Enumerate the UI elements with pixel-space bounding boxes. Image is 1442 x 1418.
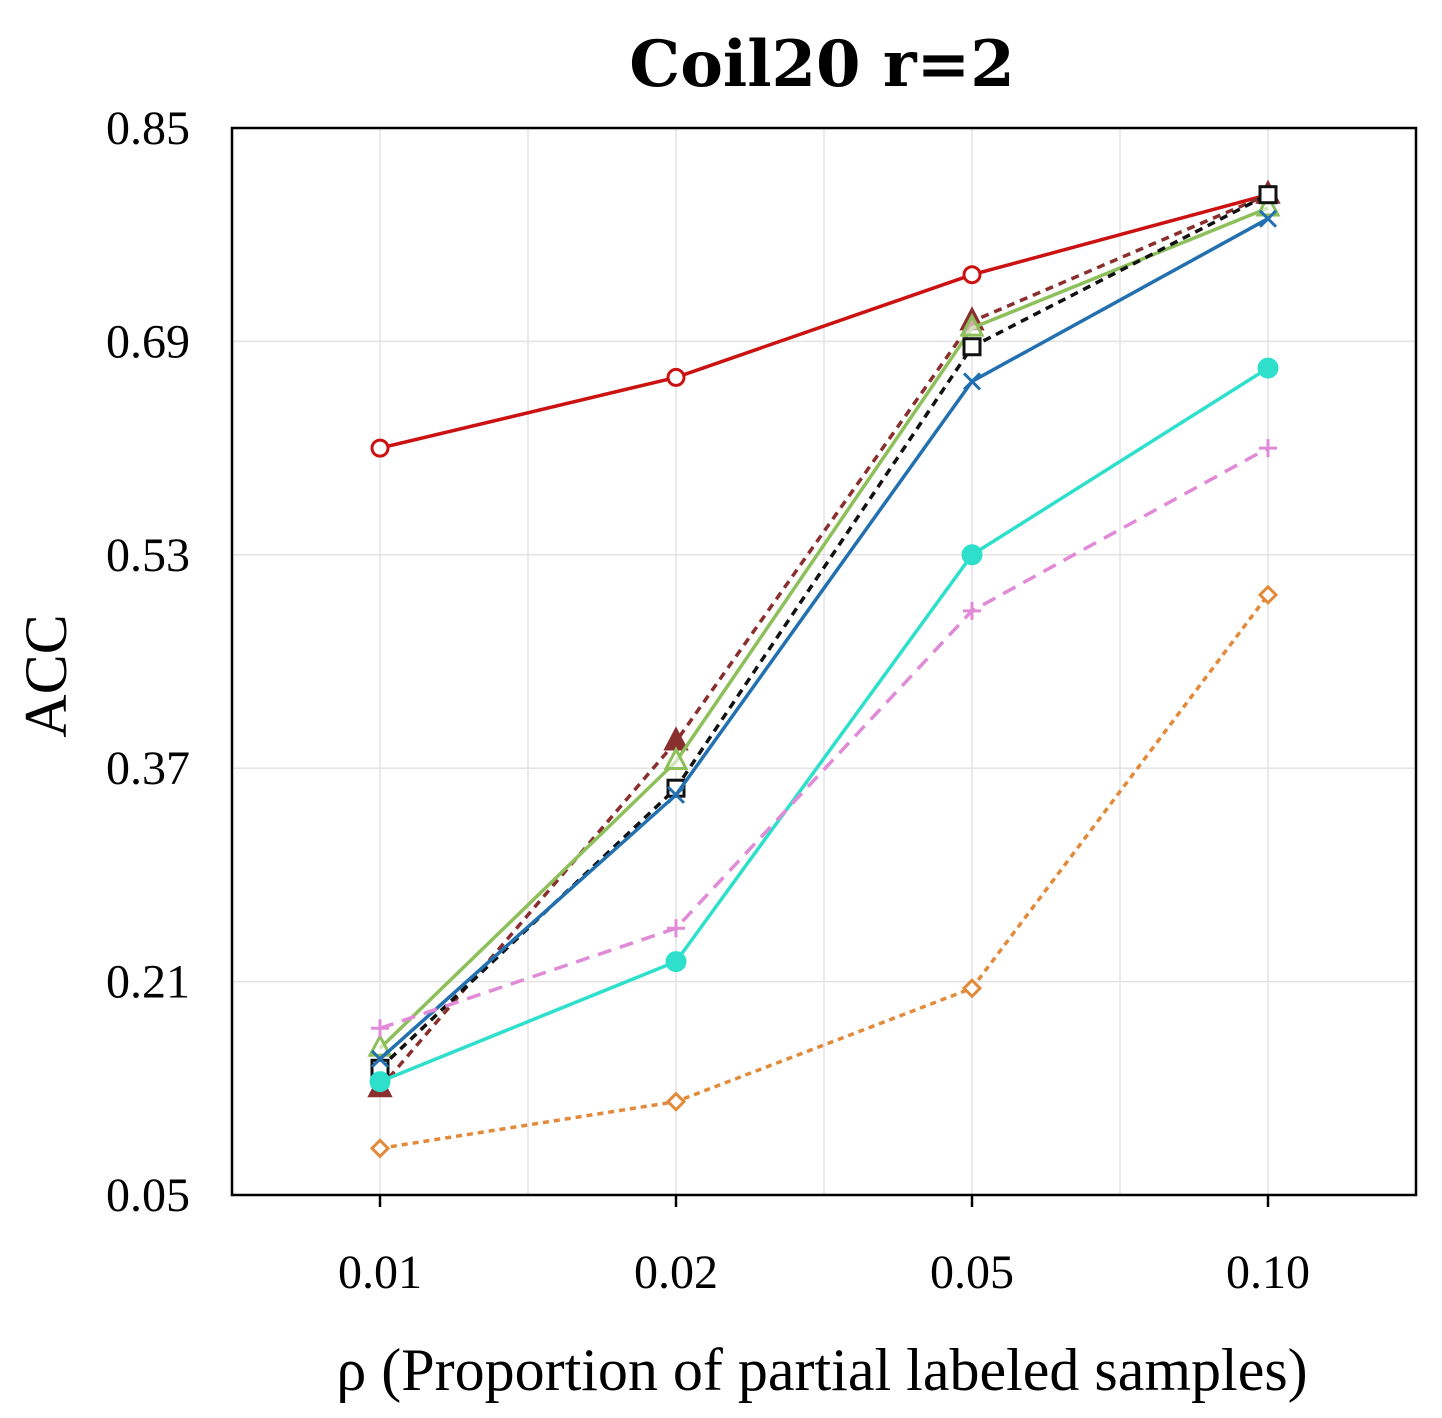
grid (232, 127, 1416, 1196)
x-tick-labels: 0.01 0.02 0.05 0.10 (338, 1195, 1310, 1299)
series-cyan-dot (369, 357, 1279, 1093)
series-line (379, 192, 1269, 450)
data-point (371, 1019, 389, 1038)
x-tick-label: 0.01 (338, 1246, 422, 1299)
series-line (378, 193, 1269, 1090)
y-tick-label: 0.53 (106, 529, 190, 582)
series-green-triangle (367, 192, 1281, 1057)
data-point (963, 601, 981, 620)
data-point (369, 1071, 391, 1093)
data-point (666, 367, 686, 387)
data-point (667, 919, 685, 938)
data-point (961, 978, 983, 999)
series-lines (367, 179, 1281, 1159)
data-point (367, 1033, 393, 1057)
data-point (1257, 584, 1279, 605)
plot-frame (230, 126, 1418, 1197)
data-point (962, 372, 982, 391)
data-point (961, 544, 983, 566)
data-point (1259, 439, 1277, 458)
y-tick-label: 0.21 (106, 956, 190, 1009)
data-point (1258, 209, 1278, 228)
data-point (1257, 357, 1279, 379)
series-line (379, 446, 1269, 1030)
data-point (1255, 192, 1281, 217)
x-tick-label: 0.10 (1226, 1246, 1310, 1299)
data-point (959, 312, 985, 337)
data-point (666, 785, 686, 804)
data-point (665, 951, 687, 973)
y-axis-label: ACC (13, 614, 79, 737)
data-point (663, 746, 689, 771)
series-line (379, 366, 1269, 1084)
data-point (962, 337, 982, 357)
series-line (378, 206, 1269, 1050)
series-pink-plus (371, 439, 1277, 1038)
y-tick-label: 0.37 (106, 742, 190, 795)
data-point (370, 438, 390, 458)
x-axis-label: ρ (Proportion of partial labeled samples… (336, 1337, 1307, 1403)
series-line (379, 593, 1270, 1151)
y-tick-label: 0.85 (106, 102, 190, 155)
data-point (370, 1049, 390, 1069)
y-tick-label: 0.05 (106, 1169, 190, 1222)
x-tick-label: 0.05 (930, 1246, 1014, 1299)
series-orange-diamond (369, 584, 1279, 1159)
y-tick-label: 0.69 (106, 315, 190, 368)
data-point (665, 1091, 687, 1112)
x-tick-label: 0.02 (634, 1246, 718, 1299)
y-tick-labels: 0.05 0.21 0.37 0.53 0.69 0.85 (106, 102, 190, 1222)
data-point (962, 265, 982, 285)
data-point (369, 1138, 391, 1159)
chart-title: Coil20 r=2 (629, 27, 1014, 102)
series-blue-x (370, 209, 1278, 1069)
series-line (378, 217, 1269, 1061)
data-point (1258, 185, 1278, 205)
